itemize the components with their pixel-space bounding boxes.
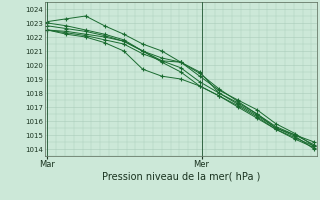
X-axis label: Pression niveau de la mer( hPa ): Pression niveau de la mer( hPa ) [102,172,260,182]
